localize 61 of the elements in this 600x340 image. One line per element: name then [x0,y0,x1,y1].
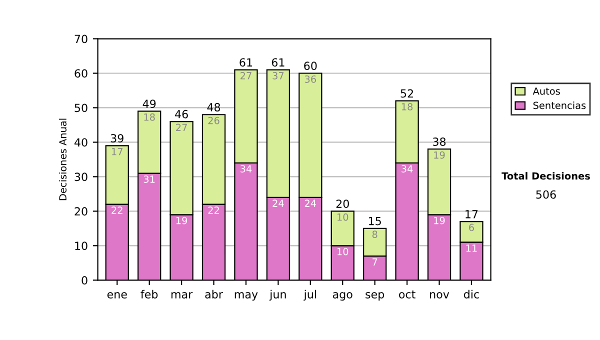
y-axis-title: Decisiones Anual [58,118,66,200]
y-tick-label: 60 [74,69,88,78]
x-tick-label: mar [171,292,193,298]
data-label: 27 [176,124,187,131]
data-label: 8 [372,230,378,238]
x-tick-label: feb [140,290,158,298]
data-label: 17 [112,148,122,156]
x-tick-label: may [234,292,258,301]
total-label: 20 [336,200,349,208]
total-label: 17 [466,210,478,218]
total-label: 61 [272,58,284,67]
y-tick-label: 20 [74,207,88,216]
text: 506 [536,190,556,199]
data-label: 26 [208,116,220,124]
data-label: 31 [144,175,155,183]
y-tick-label: 0 [82,276,88,285]
legend-label: Autos [532,88,560,95]
total-label: 46 [175,110,188,118]
total-label: 15 [368,216,381,226]
total-label: 52 [400,89,413,98]
data-label: 24 [304,200,316,207]
x-tick-label: oct [399,290,416,298]
data-label: 11 [466,244,477,252]
data-label: 34 [240,165,252,173]
data-label: 10 [338,248,348,256]
data-label: 22 [112,206,122,214]
total-label: 48 [207,103,220,112]
data-label: 19 [434,216,445,224]
x-tick-label: jun [269,290,286,301]
x-tick-label: dic [464,290,479,298]
data-label: 10 [338,213,348,221]
x-tick-label: nov [430,292,450,298]
data-label: 6 [469,224,474,232]
data-label: 22 [208,206,219,214]
x-tick-label: ago [332,292,352,301]
total-label: 60 [304,62,317,70]
total-label: 49 [142,100,156,108]
total-label: 39 [110,134,124,142]
data-label: 7 [372,258,378,266]
y-tick-label: 30 [74,172,88,182]
text: Total Decisiones [502,172,590,180]
x-tick-label: abr [205,290,223,298]
data-label: 24 [272,200,284,207]
y-tick-label: 10 [75,242,88,250]
y-tick-label: 70 [74,34,88,44]
x-tick-label: ene [107,292,127,298]
data-label: 18 [402,103,413,110]
data-label: 27 [240,72,252,80]
x-tick-label: sep [366,292,384,301]
total-label: 38 [433,138,446,146]
x-tick-label: jul [304,290,316,301]
legend-label: Sentencias [533,102,586,110]
y-tick-label: 50 [74,104,88,112]
data-label: 34 [402,165,413,173]
data-label: 19 [176,216,188,224]
total-label: 61 [240,58,252,67]
data-label: 36 [304,75,316,83]
data-label: 18 [144,113,155,121]
data-label: 37 [272,72,284,80]
data-label: 19 [434,151,445,159]
y-tick-label: 40 [74,138,88,147]
